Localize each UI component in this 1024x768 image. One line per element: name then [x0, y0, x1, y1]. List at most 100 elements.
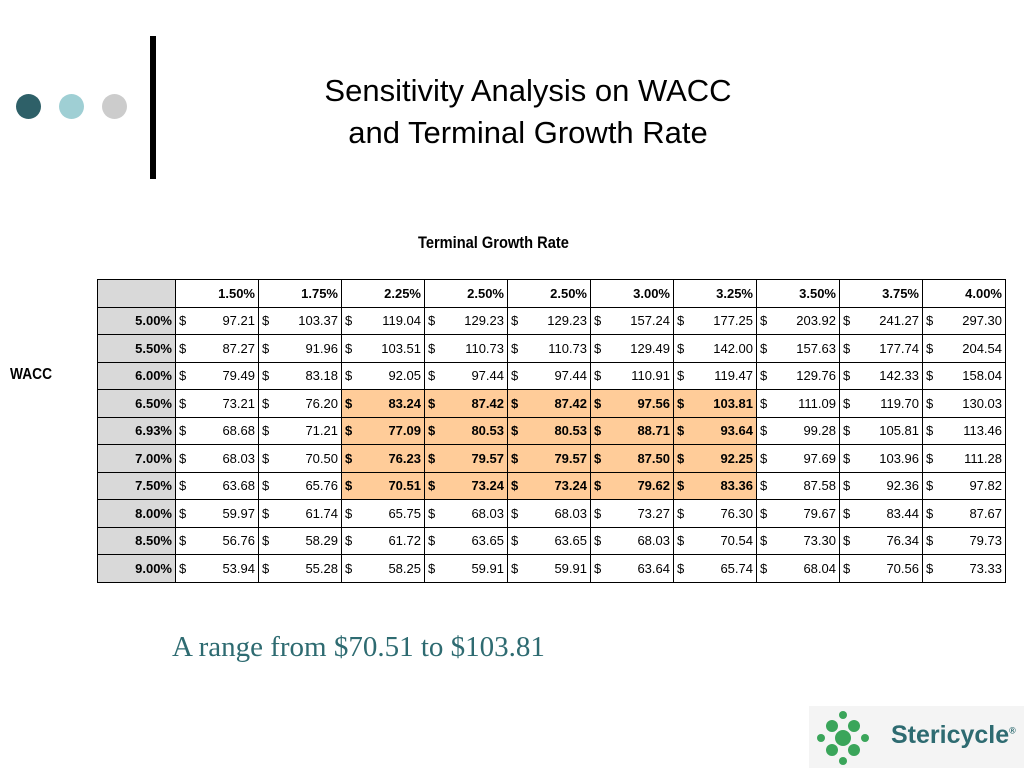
currency-symbol: $ [179, 395, 187, 411]
cell-value: 103.37 [298, 313, 338, 329]
column-header: 1.50% [175, 279, 259, 308]
cell-value: 70.54 [720, 533, 753, 549]
currency-symbol: $ [843, 533, 851, 549]
cell-value: 68.03 [637, 533, 670, 549]
currency-symbol: $ [594, 505, 602, 521]
cell-value: 87.50 [637, 450, 670, 466]
table-cell: $59.91 [507, 554, 591, 583]
table-cell: $103.81 [673, 389, 757, 418]
table-cell: $97.21 [175, 306, 259, 335]
table-row: 5.00% $97.21 $103.37 $119.04 $129.23 $129.23 $… [97, 306, 1006, 335]
currency-symbol: $ [179, 313, 187, 329]
currency-symbol: $ [428, 450, 436, 466]
cell-value: 56.76 [222, 533, 255, 549]
table-cell: $87.27 [175, 334, 259, 363]
currency-symbol: $ [760, 478, 768, 494]
currency-symbol: $ [677, 505, 685, 521]
table-cell: $79.57 [424, 444, 508, 473]
currency-symbol: $ [594, 478, 602, 494]
cell-value: 63.64 [637, 560, 670, 576]
table-row: 6.50% $73.21 $76.20 $83.24 $87.42 $87.42 $97.5… [97, 389, 1006, 418]
table-cell: $99.28 [756, 416, 840, 445]
table-cell: $79.73 [922, 526, 1006, 555]
row-header: 5.00% [97, 306, 176, 335]
table-cell: $73.30 [756, 526, 840, 555]
currency-symbol: $ [511, 560, 519, 576]
column-axis-label: Terminal Growth Rate [418, 233, 569, 252]
table-cell: $103.96 [839, 444, 923, 473]
currency-symbol: $ [428, 313, 436, 329]
table-cell: $119.04 [341, 306, 425, 335]
row-header: 6.00% [97, 361, 176, 390]
table-cell: $110.91 [590, 361, 674, 390]
table-cell: $105.81 [839, 416, 923, 445]
table-cell: $83.44 [839, 499, 923, 528]
table-cell: $55.28 [258, 554, 342, 583]
currency-symbol: $ [594, 313, 602, 329]
table-cell: $130.03 [922, 389, 1006, 418]
cell-value: 68.03 [554, 505, 587, 521]
cell-value: 73.21 [222, 395, 255, 411]
table-cell: $58.25 [341, 554, 425, 583]
table-row: 7.50% $63.68 $65.76 $70.51 $73.24 $73.24 $79.6… [97, 471, 1006, 500]
table-row: 6.00% $79.49 $83.18 $92.05 $97.44 $97.44 $110.… [97, 361, 1006, 390]
currency-symbol: $ [345, 478, 353, 494]
cell-value: 157.24 [630, 313, 670, 329]
cell-value: 65.76 [305, 478, 338, 494]
row-header: 6.50% [97, 389, 176, 418]
table-cell: $63.64 [590, 554, 674, 583]
currency-symbol: $ [926, 505, 934, 521]
cell-value: 88.71 [637, 423, 670, 439]
logo-text: Stericycle® [891, 721, 1016, 750]
table-row: 7.00% $68.03 $70.50 $76.23 $79.57 $79.57 $87.5… [97, 444, 1006, 473]
table-cell: $142.33 [839, 361, 923, 390]
dot-dark [16, 94, 41, 119]
cell-value: 105.81 [879, 423, 919, 439]
table-row: 5.50% $87.27 $91.96 $103.51 $110.73 $110.73 $1… [97, 334, 1006, 363]
table-cell: $97.69 [756, 444, 840, 473]
cell-value: 73.30 [803, 533, 836, 549]
table-cell: $73.24 [507, 471, 591, 500]
column-header: 3.00% [590, 279, 674, 308]
cell-value: 97.69 [803, 450, 836, 466]
table-cell: $177.74 [839, 334, 923, 363]
currency-symbol: $ [926, 478, 934, 494]
table-cell: $129.49 [590, 334, 674, 363]
cell-value: 142.00 [713, 340, 753, 356]
currency-symbol: $ [511, 313, 519, 329]
table-cell: $73.33 [922, 554, 1006, 583]
cell-value: 79.57 [471, 450, 504, 466]
currency-symbol: $ [262, 340, 270, 356]
cell-value: 103.96 [879, 450, 919, 466]
cell-value: 97.56 [637, 395, 670, 411]
cell-value: 91.96 [305, 340, 338, 356]
table-row: 6.93% $68.68 $71.21 $77.09 $80.53 $80.53 $88.7… [97, 416, 1006, 445]
currency-symbol: $ [843, 340, 851, 356]
column-header: 1.75% [258, 279, 342, 308]
cell-value: 110.73 [465, 340, 504, 356]
cell-value: 241.27 [879, 313, 919, 329]
table-cell: $80.53 [424, 416, 508, 445]
currency-symbol: $ [594, 368, 602, 384]
table-cell: $76.34 [839, 526, 923, 555]
table-cell: $203.92 [756, 306, 840, 335]
currency-symbol: $ [594, 423, 602, 439]
table-cell: $58.29 [258, 526, 342, 555]
table-cell: $158.04 [922, 361, 1006, 390]
currency-symbol: $ [511, 340, 519, 356]
title-line-1: Sensitivity Analysis on WACC [324, 73, 732, 108]
cell-value: 65.75 [388, 505, 421, 521]
cell-value: 130.03 [962, 395, 1002, 411]
currency-symbol: $ [760, 533, 768, 549]
cell-value: 97.82 [969, 478, 1002, 494]
row-axis-label: WACC [10, 366, 53, 383]
table-cell: $204.54 [922, 334, 1006, 363]
table-cell: $157.63 [756, 334, 840, 363]
cell-value: 142.33 [879, 368, 919, 384]
table-row: 8.00% $59.97 $61.74 $65.75 $68.03 $68.03 $73.2… [97, 499, 1006, 528]
cell-value: 68.04 [803, 560, 836, 576]
table-cell: $119.70 [839, 389, 923, 418]
cell-value: 87.27 [222, 340, 255, 356]
table-cell: $77.09 [341, 416, 425, 445]
currency-symbol: $ [594, 340, 602, 356]
